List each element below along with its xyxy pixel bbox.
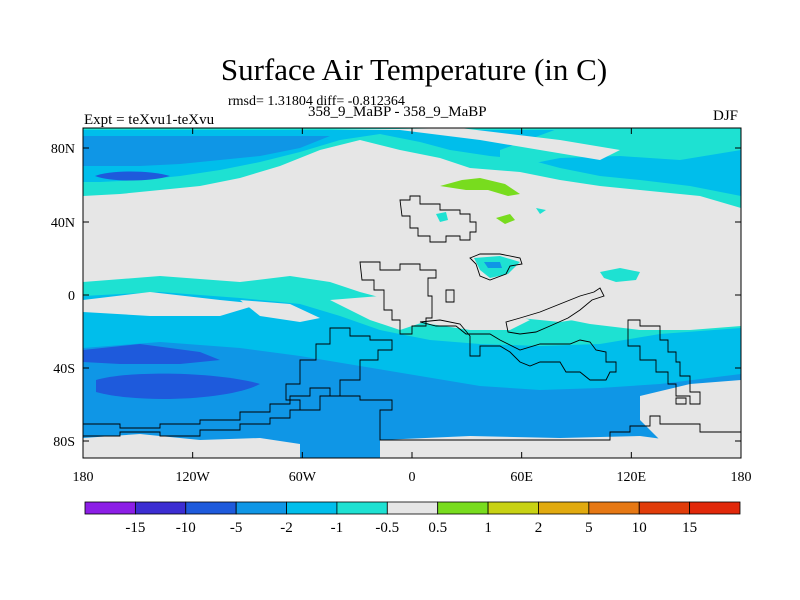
arctic-band-m2: [83, 136, 330, 166]
neutral-indian-ocean: [530, 294, 741, 330]
lon-tick-label: 120E: [617, 470, 647, 485]
outline-north-asia: [399, 195, 477, 243]
continent-outlines: [83, 195, 741, 441]
legend-swatch: [689, 501, 741, 515]
lon-tick-label: 60W: [289, 470, 317, 485]
outline-america: [359, 261, 437, 335]
legend-label: -15: [125, 520, 145, 536]
legend-label: -0.5: [375, 520, 399, 536]
green-patch-siberia: [440, 178, 520, 196]
neutral-bay: [240, 300, 320, 322]
lat-tick-label: 80S: [53, 435, 75, 450]
outline-small-island-2: [675, 397, 687, 405]
outline-small-island: [445, 289, 455, 303]
lon-tick-label: 180: [73, 470, 94, 485]
legend-swatch: [437, 501, 489, 515]
neutral-south-pacific: [640, 380, 741, 458]
chart-title: Surface Air Temperature (in C): [220, 52, 608, 87]
outline-antarctica: [83, 387, 741, 441]
outline-antarctic-coast: [83, 409, 300, 437]
neutral-atlantic: [400, 302, 530, 330]
legend-label: -1: [331, 520, 344, 536]
arctic-patch-m05: [500, 128, 741, 170]
south-band-m5: [96, 373, 260, 399]
neutral-antarctica-west: [83, 434, 300, 458]
legend-label: -5: [230, 520, 243, 536]
legend-label: 10: [632, 520, 647, 536]
south-band-m2: [83, 342, 741, 458]
legend-label: 5: [585, 520, 593, 536]
temperature-field: [83, 128, 741, 458]
lon-tick-label: 0: [409, 470, 416, 485]
experiment-label: Expt = teXvu1-teXvu: [84, 112, 215, 128]
legend-swatch: [588, 501, 640, 515]
south-band-m5-b: [83, 344, 220, 364]
lat-tick-label: 0: [68, 289, 75, 304]
legend-swatch: [487, 501, 539, 515]
patch-north-2: [536, 208, 546, 214]
legend-swatch: [84, 501, 136, 515]
color-legend: -15 -10 -5 -2 -1 -0.5 0.5 1 2 5 10 15: [84, 501, 741, 536]
longitude-axis: 180 120W 60W 0 60E 120E 180: [73, 128, 752, 485]
legend-label: 2: [535, 520, 543, 536]
legend-swatch: [286, 501, 338, 515]
legend-label: -10: [176, 520, 196, 536]
lat-tick-label: 40S: [53, 362, 75, 377]
legend-label: -2: [280, 520, 293, 536]
outline-africa: [419, 319, 617, 381]
outline-southeast-asia: [627, 319, 701, 405]
neutral-south-america: [330, 296, 430, 330]
neutral-antarctica-edge: [380, 436, 741, 458]
latitude-axis: 80N 40N 0 40S 80S: [51, 142, 741, 450]
legend-swatch: [386, 501, 439, 515]
stats-text: rmsd= 1.31804 diff= -0.812364: [228, 94, 405, 109]
legend-label: 0.5: [428, 520, 447, 536]
north-neutral-zone: [83, 150, 741, 280]
neutral-north-pacific: [83, 292, 260, 316]
legend-label: 1: [484, 520, 492, 536]
legend-swatch: [134, 501, 187, 515]
experiment-ids: 358_9_MaBP - 358_9_MaBP: [308, 104, 487, 120]
lat-tick-label: 40N: [51, 216, 75, 231]
lat-tick-label: 80N: [51, 142, 75, 157]
lon-tick-label: 60E: [510, 470, 533, 485]
lon-tick-label: 120W: [176, 470, 211, 485]
legend-swatch: [185, 501, 237, 515]
lon-tick-label: 180: [731, 470, 752, 485]
arctic-band-m5: [95, 171, 170, 181]
legend-swatch: [538, 501, 590, 515]
patch-mideast-dark: [484, 262, 502, 268]
north-neutral-upper: [330, 128, 620, 160]
season-label: DJF: [712, 108, 738, 124]
legend-swatch: [336, 501, 388, 515]
legend-swatch: [235, 501, 287, 515]
patch-north-1: [436, 212, 448, 222]
green-patch-small: [496, 214, 515, 224]
legend-label: 15: [682, 520, 697, 536]
patch-china: [600, 268, 640, 282]
outline-india: [505, 287, 605, 335]
outline-arabia: [469, 253, 523, 281]
legend-swatch: [638, 501, 691, 515]
